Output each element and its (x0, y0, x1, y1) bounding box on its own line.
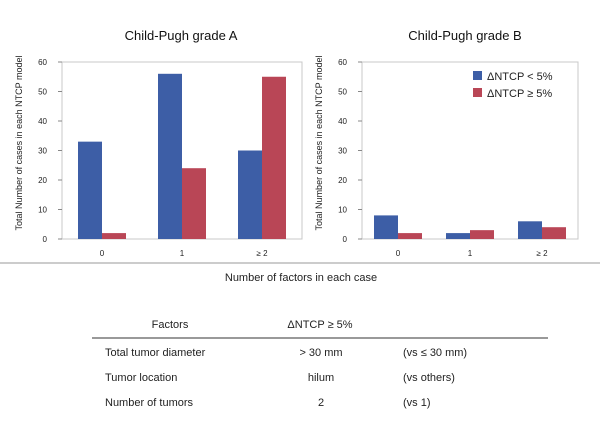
bar (374, 215, 398, 239)
x-tick-label: 1 (180, 249, 185, 258)
shared-x-axis-title: Number of factors in each case (225, 272, 377, 284)
bar (78, 141, 102, 239)
table-cell: 2 (318, 397, 324, 409)
bar (238, 150, 262, 239)
bar (102, 233, 126, 239)
y-tick-label: 60 (38, 58, 47, 67)
y-tick-label: 20 (38, 176, 47, 185)
y-tick-label: 0 (343, 235, 348, 244)
y-tick-label: 10 (38, 206, 47, 215)
legend-swatch-red (473, 88, 482, 97)
table-header-factors: Factors (152, 319, 189, 331)
y-tick-label: 40 (338, 117, 347, 126)
y-tick-label: 40 (38, 117, 47, 126)
table-cell: Number of tumors (105, 397, 194, 409)
y-axis-title: Total Number of cases in each NTCP model (14, 56, 24, 231)
bar (398, 233, 422, 239)
table-cell: > 30 mm (299, 347, 342, 359)
factors-table: Factors ΔNTCP ≥ 5% Total tumor diameter … (92, 319, 548, 409)
y-tick-label: 20 (338, 176, 347, 185)
y-tick-label: 60 (338, 58, 347, 67)
y-axis-title: Total Number of cases in each NTCP model (314, 56, 324, 231)
table-header-delta: ΔNTCP ≥ 5% (287, 319, 352, 331)
table-cell: Total tumor diameter (105, 347, 206, 359)
table-cell: (vs others) (403, 372, 455, 384)
plot-area: 0 10 20 30 40 50 60 0 1 ≥ 2 (338, 58, 579, 258)
y-tick-label: 50 (338, 88, 347, 97)
legend-swatch-blue (473, 71, 482, 80)
bar (470, 230, 494, 239)
y-tick-label: 0 (43, 235, 48, 244)
table-cell: (vs 1) (403, 397, 431, 409)
x-tick-label: 0 (100, 249, 105, 258)
bar (158, 73, 182, 239)
y-tick-label: 30 (338, 147, 347, 156)
table-cell: (vs ≤ 30 mm) (403, 347, 467, 359)
bar (262, 76, 286, 239)
x-tick-label: ≥ 2 (536, 249, 548, 258)
table-cell: Tumor location (105, 372, 177, 384)
y-tick-label: 50 (38, 88, 47, 97)
bar (542, 227, 566, 239)
plot-area: 0 10 20 30 40 50 60 0 1 ≥ 2 (38, 58, 303, 258)
bar (182, 168, 206, 239)
legend-label: ΔNTCP < 5% (487, 71, 553, 83)
bar (518, 221, 542, 239)
x-tick-label: ≥ 2 (256, 249, 268, 258)
chart-title: Child-Pugh grade B (408, 28, 521, 43)
chart-child-pugh-a: Child-Pugh grade A Total Number of cases… (14, 28, 303, 258)
x-tick-label: 1 (468, 249, 473, 258)
bar (446, 233, 470, 239)
y-tick-label: 30 (38, 147, 47, 156)
legend-label: ΔNTCP ≥ 5% (487, 88, 552, 100)
x-tick-label: 0 (396, 249, 401, 258)
table-cell: hilum (308, 372, 334, 384)
legend: ΔNTCP < 5% ΔNTCP ≥ 5% (473, 71, 553, 100)
chart-title: Child-Pugh grade A (125, 28, 238, 43)
chart-child-pugh-b: Child-Pugh grade B Total Number of cases… (314, 28, 579, 258)
y-tick-label: 10 (338, 206, 347, 215)
